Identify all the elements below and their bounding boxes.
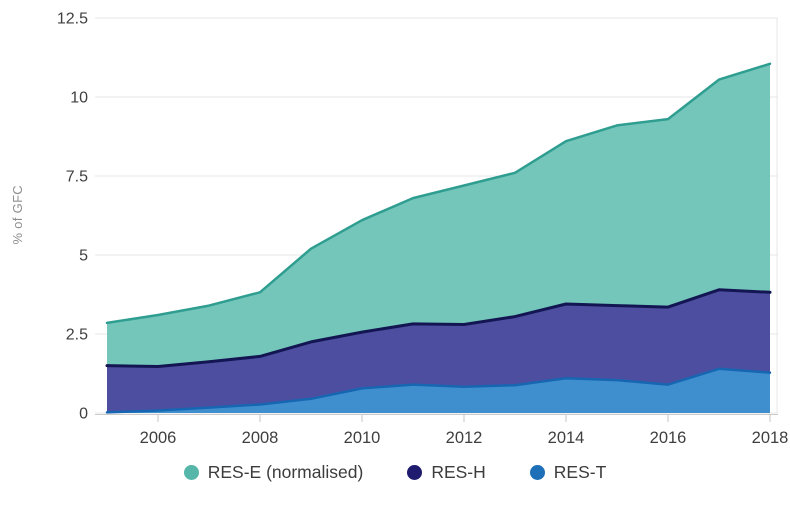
legend-label-res-e: RES-E (normalised) [207, 462, 364, 482]
line-res-t [105, 367, 772, 414]
area-res-h [107, 289, 770, 413]
x-tick-label-2018: 2018 [752, 429, 789, 447]
y-axis-ticks: 0 2.5 5 7.5 10 12.5 [57, 11, 88, 423]
x-axis-ticks: 2006 2008 2010 2012 2014 2016 2018 [140, 415, 789, 447]
legend-item-res-e: RES-E (normalised) [183, 462, 364, 483]
area-res-e-normalised [107, 63, 770, 367]
legend-item-res-h: RES-H [407, 462, 486, 483]
legend-dot-res-e-icon [183, 465, 199, 480]
legend-dot-res-t-icon [529, 465, 545, 480]
legend-dot-res-h-icon [407, 465, 423, 480]
y-tick-label-0: 0 [79, 406, 88, 423]
legend-item-res-t: RES-T [529, 462, 607, 483]
x-tick-label-2010: 2010 [344, 429, 381, 447]
x-tick-label-2006: 2006 [140, 429, 177, 447]
x-tick-label-2014: 2014 [548, 429, 585, 447]
line-res-e-normalised [105, 62, 772, 325]
legend-label-res-h: RES-H [431, 462, 486, 482]
legend: RES-E (normalised) RES-H RES-T [0, 462, 790, 483]
y-tick-label-7.5: 7.5 [66, 169, 88, 186]
plot-area: 2006 2008 2010 2012 2014 2016 2018 0 2.5 5 7.5 10 12… [57, 11, 789, 448]
x-tick-label-2012: 2012 [446, 429, 483, 447]
legend-label-res-t: RES-T [553, 462, 607, 482]
y-tick-label-12.5: 12.5 [57, 11, 88, 28]
line-res-h [105, 288, 772, 368]
y-tick-label-2.5: 2.5 [66, 327, 88, 344]
y-tick-label-5: 5 [79, 248, 88, 265]
x-tick-label-2016: 2016 [650, 429, 687, 447]
y-tick-label-10: 10 [70, 90, 88, 107]
area-boundary-lines [105, 62, 772, 414]
x-tick-label-2008: 2008 [242, 429, 279, 447]
stacked-areas [107, 63, 770, 413]
